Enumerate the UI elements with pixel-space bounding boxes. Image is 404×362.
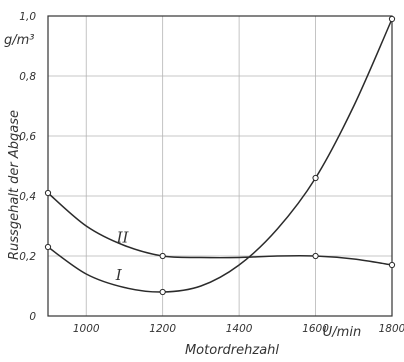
- data-point: [312, 252, 319, 260]
- points: [44, 15, 396, 296]
- curves: [47, 18, 393, 293]
- x-tick-label: 1800: [379, 323, 404, 335]
- series-line-2: [47, 192, 393, 266]
- y-tick-label: 0,4: [19, 191, 36, 203]
- data-point: [388, 261, 396, 269]
- grid: [48, 16, 392, 316]
- y-axis-label: Russgehalt der Abgase: [7, 110, 22, 260]
- data-point: [159, 288, 166, 296]
- y-tick-label: 0,2: [19, 251, 36, 263]
- y-unit-label: g/m³: [4, 33, 35, 48]
- x-tick-label: 1600: [302, 323, 329, 335]
- x-tick-label: 1400: [226, 323, 253, 335]
- curve-label-ii: II: [116, 229, 130, 247]
- data-point: [159, 252, 166, 260]
- y-tick-label: 0,8: [19, 71, 36, 83]
- data-point: [44, 189, 52, 197]
- data-point: [388, 15, 396, 23]
- y-tick-label: 1,0: [19, 11, 36, 23]
- data-point: [312, 174, 319, 182]
- y-tick-label: 0: [29, 311, 36, 323]
- x-unit-label: U/min: [323, 325, 361, 340]
- y-tick-label: 0,6: [19, 131, 36, 143]
- x-axis-label: Motordrehzahl: [185, 343, 279, 358]
- x-tick-label: 1000: [73, 323, 100, 335]
- series-line-1: [47, 18, 393, 293]
- plot-frame: [47, 15, 393, 317]
- tick-labels: 1000 1200 1400 1600 1800 0 0,2 0,4 0,6 0,8 1,0: [19, 11, 404, 335]
- curve-label-i: I: [115, 266, 123, 284]
- x-tick-label: 1200: [149, 323, 176, 335]
- data-point: [44, 243, 52, 251]
